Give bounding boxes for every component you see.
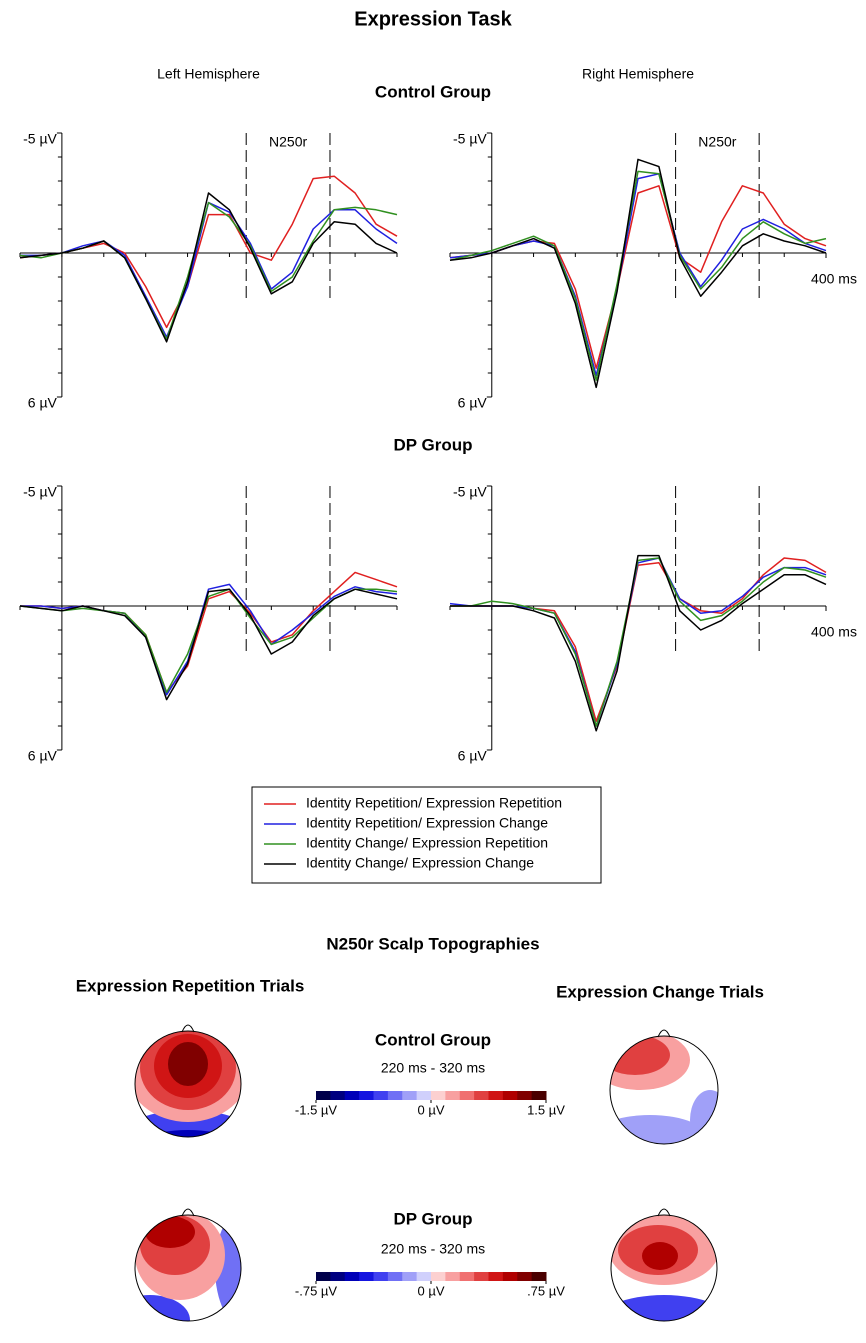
colorbar-step [502, 1091, 518, 1100]
y-tick-label: -5 µV [23, 484, 57, 500]
colorbar-label: .75 µV [527, 1283, 565, 1298]
waveform [19, 588, 398, 694]
legend-box [251, 786, 602, 884]
colorbar-step [445, 1272, 461, 1281]
colorbar-label: 0 µV [417, 1102, 444, 1117]
colorbar-step [431, 1272, 446, 1281]
colorbar-label: 0 µV [417, 1283, 444, 1298]
colorbar-step [402, 1272, 418, 1281]
x-tick-label: 400 ms [811, 624, 857, 640]
colorbar-step [459, 1091, 475, 1100]
colorbar-label: -.75 µV [295, 1283, 338, 1298]
colorbar-step [330, 1091, 346, 1100]
colorbar-step [445, 1091, 461, 1100]
colorbar-step [373, 1091, 389, 1100]
legend-label: Identity Change/ Expression Change [306, 855, 534, 871]
y-tick-label: 6 µV [458, 748, 488, 764]
group-label: DP Group [393, 1209, 472, 1228]
waveform [449, 173, 827, 377]
waveform [449, 170, 827, 381]
colorbar-step [373, 1272, 389, 1281]
colorbar-step [316, 1272, 331, 1281]
waveform [19, 588, 398, 701]
group-label: Control Group [375, 82, 491, 101]
colorbar-step [502, 1272, 518, 1281]
colorbar-step [359, 1272, 374, 1281]
x-tick-label: 400 ms [811, 271, 857, 287]
waveform [19, 192, 398, 343]
scalp-map [135, 1031, 241, 1137]
legend-label: Identity Repetition/ Expression Change [306, 815, 548, 831]
time-window: 220 ms - 320 ms [381, 1060, 485, 1076]
waveform [449, 185, 827, 369]
colorbar-step [474, 1091, 489, 1100]
colorbar-step [431, 1091, 446, 1100]
group-label: Control Group [375, 1030, 491, 1049]
panel-title: Left Hemisphere [157, 66, 260, 82]
colorbar-step [330, 1272, 346, 1281]
waveform [449, 158, 827, 389]
colorbar-step [488, 1091, 504, 1100]
colorbar-label: 1.5 µV [527, 1102, 565, 1117]
waveform [450, 554, 827, 732]
colorbar-step [387, 1272, 403, 1281]
figure-title: Expression Task [354, 8, 512, 30]
colorbar-step [474, 1272, 489, 1281]
annotation: N250r [698, 134, 736, 150]
legend: Identity Repetition/ Expression Repetiti… [251, 786, 602, 884]
panel-title: Right Hemisphere [582, 66, 694, 82]
colorbar-step [531, 1272, 547, 1281]
colorbar-step [517, 1272, 533, 1281]
colorbar-step [344, 1091, 360, 1100]
colorbar-step [517, 1091, 533, 1100]
colorbar-step [531, 1091, 547, 1100]
head-outlines [134, 1024, 719, 1322]
colorbar-step [316, 1091, 331, 1100]
waveform [450, 557, 827, 722]
y-tick-label: 6 µV [458, 395, 488, 411]
y-tick-label: -5 µV [453, 131, 487, 147]
colorbar-step [359, 1091, 374, 1100]
y-tick-label: -5 µV [453, 484, 487, 500]
waveform [19, 175, 398, 329]
colorbar-step [459, 1272, 475, 1281]
scalp-map [135, 1215, 241, 1321]
colorbar-label: -1.5 µV [295, 1102, 338, 1117]
column-label: Expression Change Trials [556, 982, 764, 1001]
colorbar-step [344, 1272, 360, 1281]
legend-label: Identity Change/ Expression Repetition [306, 835, 548, 851]
scalp-map [611, 1215, 717, 1321]
annotation: N250r [269, 134, 307, 150]
waveform [450, 557, 827, 727]
colorbar-step [416, 1272, 432, 1281]
colorbar-step [402, 1091, 418, 1100]
colorbar-step [416, 1091, 432, 1100]
y-tick-label: -5 µV [23, 131, 57, 147]
colorbar-step [488, 1272, 504, 1281]
column-label: Expression Repetition Trials [76, 976, 305, 995]
group-label: DP Group [393, 435, 472, 454]
time-window: 220 ms - 320 ms [381, 1241, 485, 1257]
legend-label: Identity Repetition/ Expression Repetiti… [306, 795, 562, 811]
topo-title: N250r Scalp Topographies [326, 934, 539, 953]
y-tick-label: 6 µV [28, 748, 58, 764]
waveform [449, 557, 827, 727]
colorbar-step [387, 1091, 403, 1100]
y-tick-label: 6 µV [28, 395, 58, 411]
